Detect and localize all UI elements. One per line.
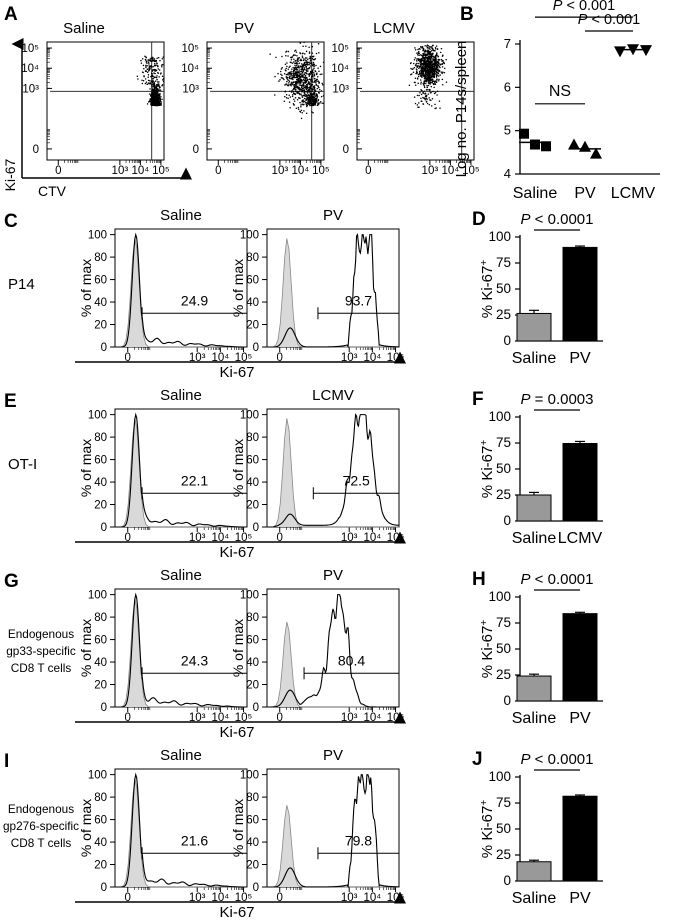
svg-text:P < 0.0001: P < 0.0001 bbox=[521, 751, 594, 768]
svg-text:PV: PV bbox=[569, 890, 591, 907]
svg-text:75: 75 bbox=[496, 795, 511, 810]
svg-text:0: 0 bbox=[503, 873, 511, 888]
svg-text:Saline: Saline bbox=[512, 890, 557, 907]
svg-text:50: 50 bbox=[496, 821, 511, 836]
svg-text:100: 100 bbox=[488, 769, 511, 784]
svg-text:25: 25 bbox=[496, 847, 511, 862]
svg-text:% Ki-67+: % Ki-67+ bbox=[479, 800, 497, 859]
